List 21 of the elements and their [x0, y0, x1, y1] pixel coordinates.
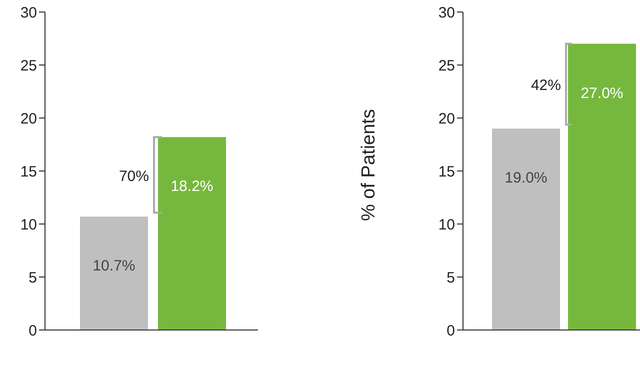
y-tick-label: 30	[20, 4, 37, 22]
annotation: 70%	[118, 168, 149, 185]
y-tick-label: 30	[438, 4, 455, 22]
y-tick-label: 25	[438, 57, 455, 74]
y-tick-label: 10	[20, 216, 37, 234]
y-tick-label: 5	[446, 269, 455, 286]
y-tick-label: 20	[20, 110, 37, 128]
data-label: 19.0%	[504, 170, 548, 187]
y-tick-label: 5	[28, 269, 37, 286]
y-tick-label: 25	[20, 57, 37, 74]
y-tick-label: 10	[438, 216, 455, 234]
y-tick-label: 15	[438, 163, 455, 180]
y-axis-title: % of Patients	[358, 109, 380, 221]
data-label: 18.2%	[170, 178, 214, 196]
data-label: 27.0%	[580, 84, 624, 102]
y-tick-label: 0	[446, 322, 455, 340]
y-tick-label: 0	[28, 322, 37, 340]
y-tick-label: 20	[438, 110, 455, 128]
y-tick-label: 15	[20, 163, 37, 180]
annotation: 42%	[530, 77, 561, 94]
data-label: 10.7%	[92, 258, 136, 275]
